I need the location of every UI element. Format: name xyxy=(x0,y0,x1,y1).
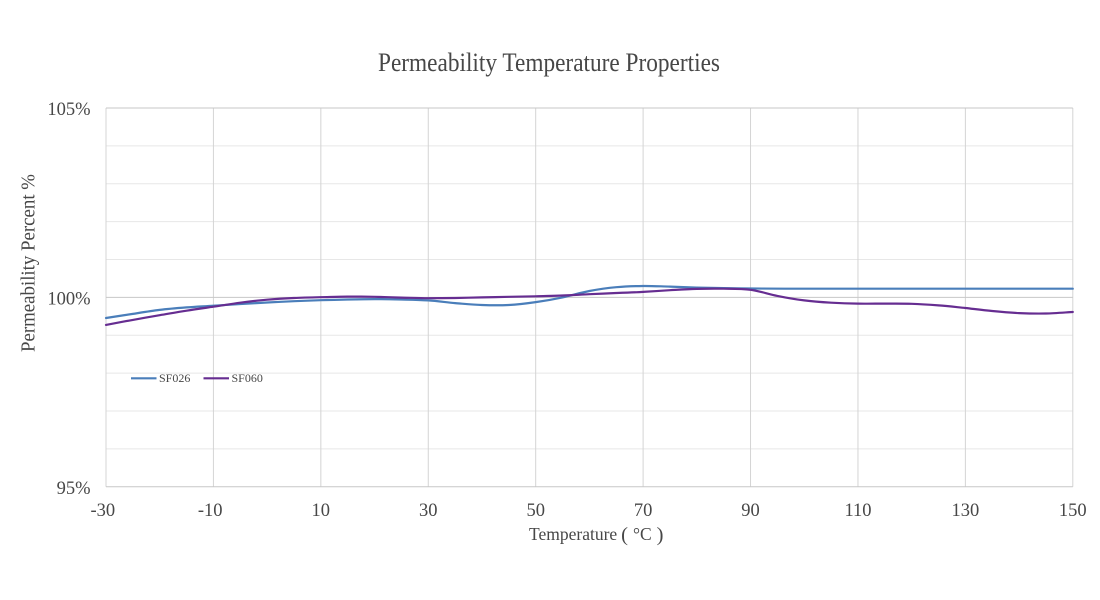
svg-text:10: 10 xyxy=(312,501,331,521)
svg-text:Permeability Temperature Prope: Permeability Temperature Properties xyxy=(378,47,720,77)
svg-text:105%: 105% xyxy=(47,100,90,120)
svg-text:110: 110 xyxy=(844,501,871,521)
svg-text:100%: 100% xyxy=(47,289,90,309)
svg-text:Temperature(°C): Temperature(°C) xyxy=(529,524,664,546)
svg-text:150: 150 xyxy=(1059,501,1087,521)
svg-text:90: 90 xyxy=(741,501,760,521)
svg-text:-30: -30 xyxy=(90,501,115,521)
svg-text:70: 70 xyxy=(634,501,653,521)
svg-text:50: 50 xyxy=(526,501,545,521)
svg-text:95%: 95% xyxy=(57,479,91,499)
svg-text:30: 30 xyxy=(419,501,438,521)
svg-text:SF026: SF026 xyxy=(159,371,190,385)
svg-text:Permeability Percent %: Permeability Percent % xyxy=(19,174,40,352)
svg-text:-10: -10 xyxy=(198,501,223,521)
svg-text:SF060: SF060 xyxy=(232,371,263,385)
svg-text:130: 130 xyxy=(952,501,980,521)
